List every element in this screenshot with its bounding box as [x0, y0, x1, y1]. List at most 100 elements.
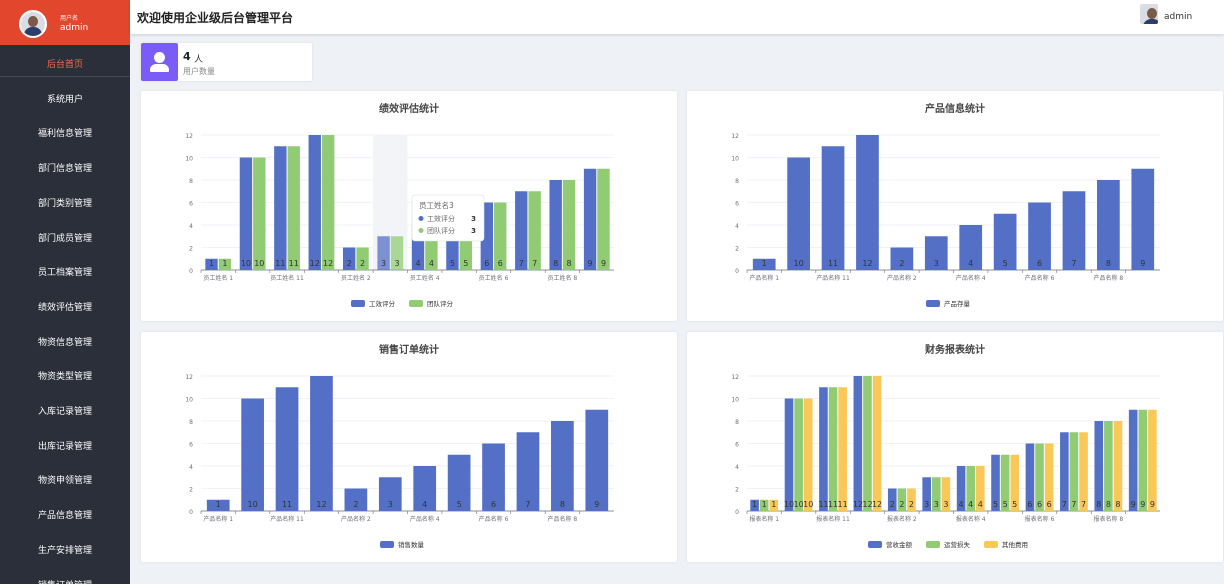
- y-tick-label: 4: [735, 464, 739, 471]
- value-label: 4: [422, 500, 427, 509]
- y-tick-label: 4: [189, 464, 193, 471]
- value-label: 3: [381, 259, 386, 268]
- menu-item[interactable]: 员工档案管理: [37, 268, 92, 279]
- value-label: 10: [784, 500, 794, 509]
- tooltip-name: 工效评分: [427, 214, 455, 223]
- value-label: 7: [532, 259, 537, 268]
- menu-item[interactable]: 福利信息管理: [37, 129, 92, 140]
- legend-swatch: [926, 541, 940, 548]
- value-label: 11: [818, 500, 828, 509]
- bar: [1010, 454, 1020, 511]
- bar: [253, 157, 266, 270]
- value-label: 9: [594, 500, 599, 509]
- value-label: 6: [1037, 500, 1042, 509]
- value-label: 5: [450, 259, 455, 268]
- bar: [413, 466, 437, 511]
- value-label: 6: [498, 259, 503, 268]
- bar: [966, 466, 976, 511]
- menu-item[interactable]: 入库记录管理: [37, 407, 92, 417]
- x-tick-label: 产品名称 8: [548, 515, 578, 523]
- bar: [887, 488, 897, 511]
- value-label: 10: [803, 500, 813, 509]
- menu-item[interactable]: 部门成员管理: [37, 233, 92, 244]
- menu-item[interactable]: 物资类型管理: [37, 372, 92, 383]
- legend-swatch: [409, 300, 423, 307]
- x-tick-label: 产品名称 11: [816, 274, 850, 282]
- menu-item[interactable]: 物资信息管理: [37, 337, 92, 348]
- legend-swatch: [984, 541, 998, 548]
- menu-item[interactable]: 绩效评估管理: [37, 302, 92, 313]
- x-tick-label: 报表名称 8: [1094, 515, 1124, 523]
- bar: [976, 466, 985, 511]
- bar: [218, 258, 232, 270]
- header-user[interactable]: admin: [1164, 12, 1193, 22]
- legend-label: 销售数量: [398, 540, 425, 549]
- stat-icon: [141, 43, 178, 81]
- menu-item[interactable]: 后台首页: [0, 57, 130, 77]
- legend-label: 运营损失: [944, 540, 971, 549]
- bar: [206, 499, 230, 511]
- bar: [342, 247, 356, 270]
- y-tick-label: 2: [735, 487, 739, 494]
- bar: [897, 488, 907, 511]
- y-tick-label: 6: [189, 442, 193, 449]
- menu-item[interactable]: 生产安排管理: [37, 545, 92, 556]
- menu-item[interactable]: 产品信息管理: [37, 511, 92, 522]
- value-label: 1: [771, 500, 776, 509]
- bar: [275, 387, 299, 511]
- value-label: 11: [289, 259, 299, 268]
- y-tick-label: 12: [731, 374, 739, 381]
- menu-item[interactable]: 物资申领管理: [37, 476, 92, 487]
- x-tick-label: 产品名称 4: [410, 515, 440, 523]
- y-tick-label: 10: [731, 156, 739, 163]
- chart-panel: 销售订单统计 0 2 4 6 8 10 12 产品名称 1 1 10 产品名称 11 11 12 产品名称 …: [141, 332, 677, 562]
- user-label: 用户名: [60, 15, 79, 22]
- x-tick-label: 报表名称 2: [887, 515, 917, 523]
- bar: [310, 376, 333, 511]
- bar: [583, 168, 597, 270]
- bar: [941, 477, 951, 511]
- value-label: 6: [1037, 259, 1042, 268]
- y-tick-label: 8: [189, 419, 193, 426]
- bar: [551, 421, 574, 511]
- y-tick-label: 6: [735, 201, 739, 208]
- bar: [959, 225, 983, 270]
- header: 欢迎使用企业级后台管理平台 admin: [130, 0, 1224, 34]
- bar: [1094, 421, 1104, 511]
- bar: [516, 432, 540, 511]
- value-label: 5: [1012, 500, 1017, 509]
- menu-item[interactable]: 销售订单管理: [0, 578, 130, 584]
- value-label: 2: [360, 259, 365, 268]
- bar: [872, 376, 882, 511]
- value-label: 12: [872, 500, 882, 509]
- value-label: 7: [519, 259, 524, 268]
- value-label: 2: [899, 259, 904, 268]
- value-label: 4: [978, 500, 983, 509]
- menu-item[interactable]: 部门信息管理: [37, 164, 92, 175]
- y-tick-label: 0: [189, 509, 193, 516]
- menu-item[interactable]: 系统用户: [46, 94, 83, 105]
- x-tick-label: 报表名称 1: [749, 515, 779, 523]
- bar: [819, 387, 828, 511]
- value-label: 10: [794, 500, 804, 509]
- bar: [390, 236, 404, 270]
- value-label: 9: [1140, 500, 1145, 509]
- menu-item[interactable]: 部门类别管理: [37, 198, 92, 209]
- y-tick-label: 8: [735, 419, 739, 426]
- value-label: 5: [1003, 500, 1008, 509]
- y-tick-label: 6: [735, 442, 739, 449]
- bar: [931, 477, 941, 511]
- value-label: 8: [567, 259, 572, 268]
- y-tick-label: 12: [731, 133, 739, 140]
- y-tick-label: 0: [735, 509, 739, 516]
- bar: [597, 168, 610, 270]
- stat-card: 4 人 用户数量: [141, 43, 312, 81]
- value-label: 11: [838, 500, 848, 509]
- value-label: 9: [1150, 500, 1155, 509]
- bar: [752, 258, 776, 270]
- menu-item[interactable]: 出库记录管理: [37, 441, 92, 452]
- value-label: 7: [1081, 500, 1086, 509]
- chart-panel: 产品信息统计 0 2 4 6 8 10 12 产品名称 1 1 10 产品名称 11 11 12 产品名称 …: [687, 91, 1223, 321]
- bar: [787, 157, 810, 270]
